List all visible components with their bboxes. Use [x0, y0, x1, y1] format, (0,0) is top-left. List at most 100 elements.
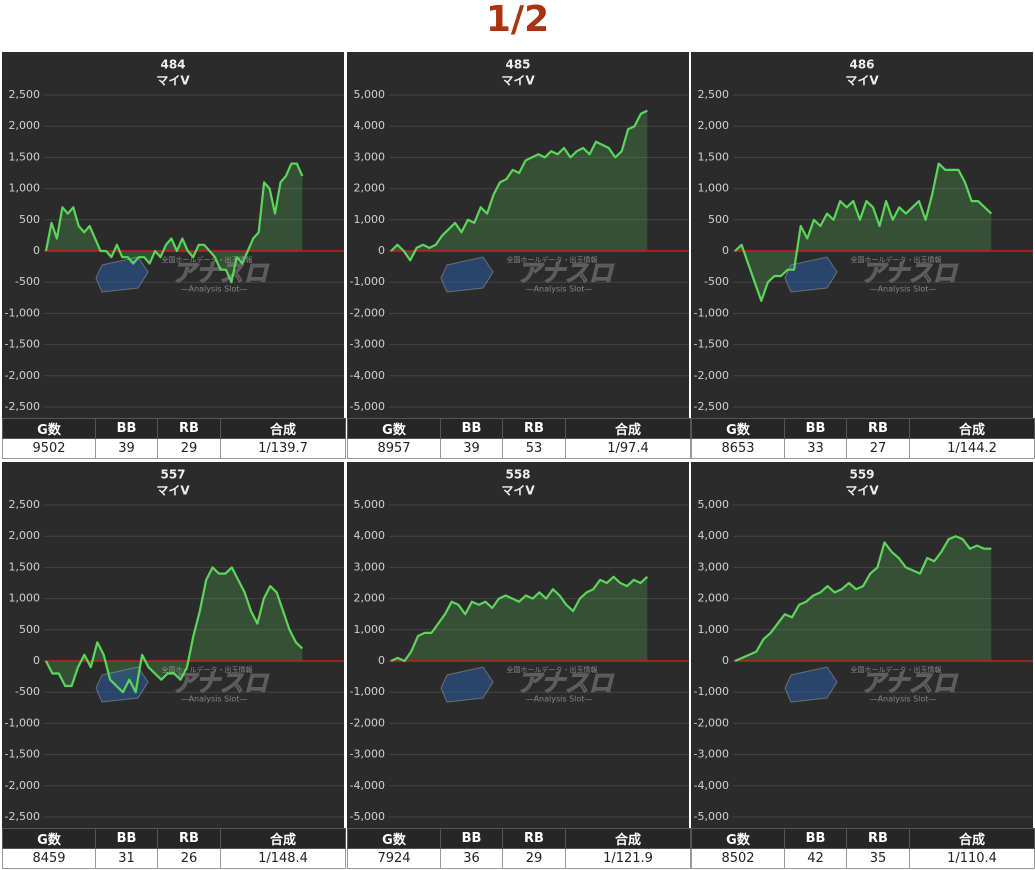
chart: 559 マイV 5,000 4,000 3,000 2,000 1,000 0 -1,000 -2… — [694, 468, 1033, 823]
watermark-icon — [784, 256, 838, 293]
y-tick-label: -1,000 — [350, 685, 385, 698]
chart-title: 484 — [160, 58, 185, 72]
header-cell: G数 — [2, 418, 96, 439]
y-tick-label: -4,000 — [350, 369, 385, 382]
watermark-caption: —Analysis Slot— — [526, 285, 593, 294]
chart-panel: 558 マイV 5,000 4,000 3,000 2,000 1,000 0 -1,000 -2… — [347, 462, 689, 828]
header-row: G数 BB RB 合成 — [2, 418, 346, 439]
y-tick-label: 1,500 — [9, 560, 41, 573]
y-tick-label: 3,000 — [698, 560, 730, 573]
y-tick-label: -4,000 — [350, 779, 385, 792]
y-tick-label: 2,000 — [354, 592, 386, 605]
y-tick-label: -1,500 — [5, 338, 40, 351]
watermark-tagline: 全国ホールデータ・出玉情報 — [507, 665, 598, 674]
data-cell: 1/139.7 — [220, 438, 346, 459]
header-cell: 合成 — [220, 418, 346, 439]
header-row: G数 BB RB 合成 — [691, 418, 1035, 439]
data-cell: 1/97.4 — [565, 438, 691, 459]
data-cell: 1/121.9 — [565, 848, 691, 869]
watermark-icon — [784, 666, 838, 703]
watermark-caption: —Analysis Slot— — [870, 695, 937, 704]
y-tick-label: 1,000 — [9, 592, 41, 605]
watermark-icon — [440, 666, 494, 703]
stats-table: G数 BB RB 合成 8957 39 53 1/97.4 — [347, 418, 691, 459]
data-cell: 9502 — [2, 438, 96, 459]
line — [390, 109, 648, 262]
chart-subtitle: マイV — [156, 484, 190, 498]
data-cell: 39 — [440, 438, 503, 459]
line — [44, 162, 304, 284]
data-cell: 39 — [95, 438, 158, 459]
area-fill — [46, 163, 303, 283]
stats-table: G数 BB RB 合成 9502 39 29 1/139.7 — [2, 418, 346, 459]
data-row: 9502 39 29 1/139.7 — [2, 438, 346, 459]
header-cell: G数 — [691, 828, 785, 849]
y-tick-label: 2,500 — [698, 88, 730, 101]
y-tick-label: -3,000 — [350, 338, 385, 351]
y-tick-label: 4,000 — [354, 119, 386, 132]
y-tick-label: 2,500 — [9, 88, 41, 101]
header-row: G数 BB RB 合成 — [2, 828, 346, 849]
y-tick-label: 2,500 — [9, 498, 41, 511]
line — [734, 535, 992, 663]
chart-title: 486 — [849, 58, 874, 72]
data-cell: 26 — [157, 848, 221, 869]
y-tick-label: -4,000 — [694, 779, 729, 792]
y-tick-label: 0 — [33, 244, 40, 257]
y-tick-label: 1,000 — [354, 213, 386, 226]
data-cell: 8653 — [691, 438, 785, 459]
chart: 557 マイV 2,500 2,000 1,500 1,000 500 0 -500 -1,000… — [5, 468, 344, 823]
y-tick-label: 1,000 — [9, 182, 41, 195]
header-cell: BB — [95, 418, 158, 439]
y-tick-label: 1,000 — [698, 623, 730, 636]
y-tick-label: 500 — [708, 213, 729, 226]
header-cell: G数 — [347, 828, 441, 849]
watermark-icon — [440, 256, 494, 293]
y-tick-label: -2,000 — [5, 779, 40, 792]
watermark-logo: アナスロ — [517, 259, 615, 287]
chart: 486 マイV 2,500 2,000 1,500 1,000 500 0 -500 -1,000… — [694, 58, 1033, 413]
y-tick-label: -3,000 — [350, 748, 385, 761]
data-cell: 31 — [95, 848, 158, 869]
watermark-logo: アナスロ — [861, 669, 959, 697]
header-cell: BB — [440, 418, 503, 439]
data-row: 8957 39 53 1/97.4 — [347, 438, 691, 459]
y-tick-label: 0 — [378, 244, 385, 257]
y-tick-label: 2,000 — [698, 119, 730, 132]
y-tick-label: -5,000 — [350, 810, 385, 823]
header-cell: RB — [157, 828, 221, 849]
y-tick-label: -500 — [15, 275, 40, 288]
chart-panel: 559 マイV 5,000 4,000 3,000 2,000 1,000 0 -1,000 -2… — [691, 462, 1033, 828]
watermark-tagline: 全国ホールデータ・出玉情報 — [507, 255, 598, 264]
y-tick-label: 4,000 — [354, 529, 386, 542]
y-tick-label: -2,500 — [5, 810, 40, 823]
y-tick-label: 0 — [722, 654, 729, 667]
chart-title: 485 — [505, 58, 530, 72]
y-tick-label: 1,500 — [698, 150, 730, 163]
y-tick-label: 1,500 — [9, 150, 41, 163]
y-tick-label: 5,000 — [698, 498, 730, 511]
chart: 485 マイV 5,000 4,000 3,000 2,000 1,000 0 -1,000 -2… — [350, 58, 689, 413]
line — [45, 566, 304, 694]
watermark-caption: —Analysis Slot— — [181, 695, 248, 704]
y-tick-label: 3,000 — [354, 560, 386, 573]
data-row: 8653 33 27 1/144.2 — [691, 438, 1035, 459]
y-tick-label: -2,500 — [5, 400, 40, 413]
watermark-caption: —Analysis Slot— — [870, 285, 937, 294]
y-tick-label: 2,000 — [698, 592, 730, 605]
chart-panel: 557 マイV 2,500 2,000 1,500 1,000 500 0 -500 -1,000… — [2, 462, 344, 828]
stats-table: G数 BB RB 合成 8459 31 26 1/148.4 — [2, 828, 346, 869]
y-tick-label: 2,000 — [354, 182, 386, 195]
data-cell: 7924 — [347, 848, 441, 869]
data-row: 8459 31 26 1/148.4 — [2, 848, 346, 869]
header-cell: BB — [440, 828, 503, 849]
y-tick-label: -2,500 — [694, 400, 729, 413]
chart-subtitle: マイV — [501, 484, 535, 498]
watermark-icon — [95, 256, 149, 293]
data-row: 7924 36 29 1/121.9 — [347, 848, 691, 869]
area-fill — [735, 163, 992, 301]
